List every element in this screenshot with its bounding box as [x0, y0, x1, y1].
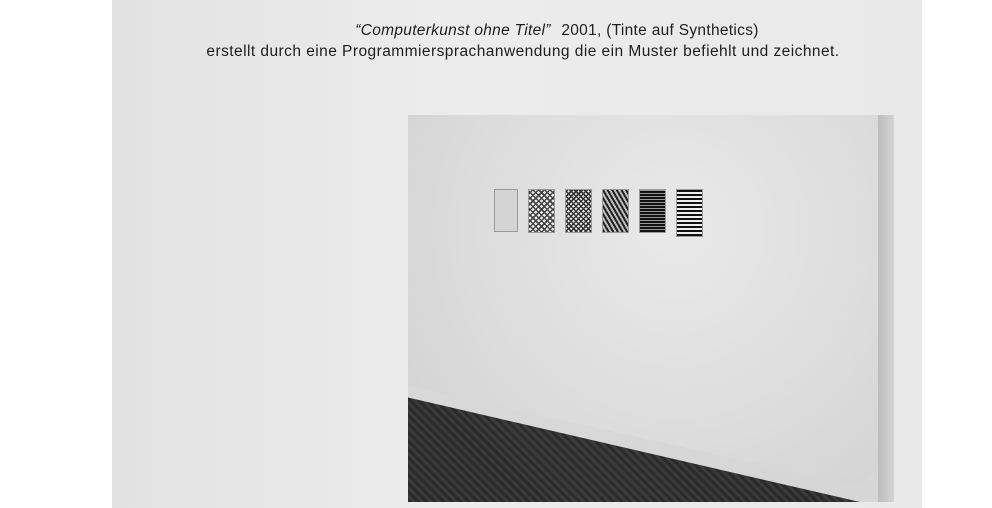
artwork-piece	[494, 189, 518, 232]
artwork-piece	[602, 189, 629, 233]
artwork-piece	[639, 189, 666, 233]
caption: “Computerkunst ohne Titel” 2001, (Tinte …	[112, 20, 922, 62]
artwork-details: 2001, (Tinte auf Synthetics)	[561, 22, 758, 39]
exhibition-photo	[408, 115, 894, 502]
wall-edge	[878, 115, 894, 502]
artwork-piece	[528, 189, 555, 233]
artwork-description: erstellt durch eine Programmiersprachanw…	[112, 41, 922, 62]
caption-title-line: “Computerkunst ohne Titel” 2001, (Tinte …	[112, 20, 922, 41]
artwork-series	[494, 189, 703, 237]
document-page: “Computerkunst ohne Titel” 2001, (Tinte …	[112, 0, 922, 508]
artwork-piece	[565, 189, 592, 233]
artwork-piece	[676, 189, 703, 237]
artwork-title: “Computerkunst ohne Titel”	[355, 22, 550, 39]
